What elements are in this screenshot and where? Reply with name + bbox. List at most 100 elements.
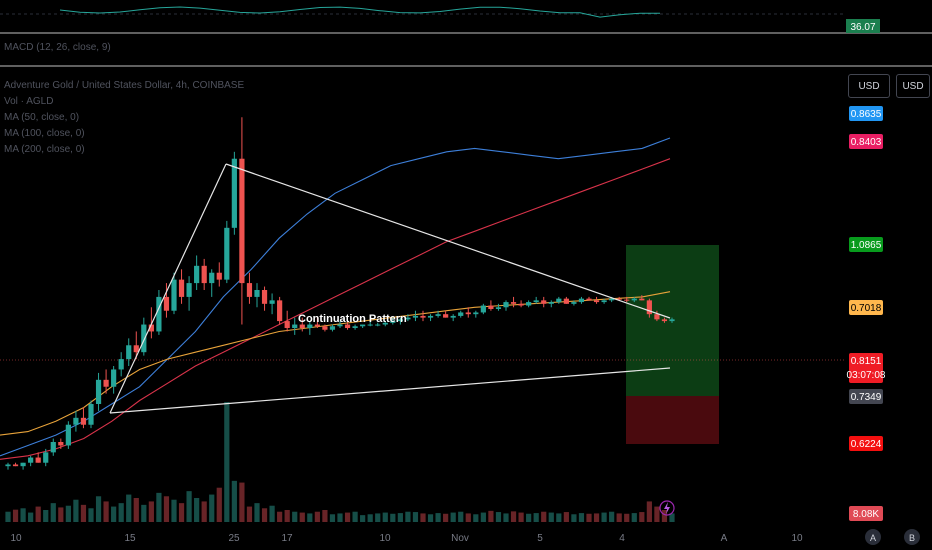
candle-body [314,324,320,327]
candle-body [624,299,630,301]
volume-bar [578,513,585,522]
x-tick-label: 4 [619,533,625,544]
volume-bar [473,514,479,522]
candle-body [141,324,147,353]
candle-body [526,302,532,306]
volume-bar [111,506,117,522]
candle-body [103,379,109,387]
candle-body [201,265,207,284]
volume-bar [639,512,645,522]
volume-bar [156,492,162,522]
volume-bar [209,494,215,522]
currency-button-1[interactable]: USD [848,74,890,98]
candle-body [352,326,358,328]
stop-zone[interactable] [626,396,719,444]
candle-body [337,324,343,327]
volume-bar [609,511,615,522]
triangle-pattern[interactable]: Continuation Pattern [109,163,671,414]
volume-bar [141,504,147,522]
candle-body [586,298,592,301]
ma200-line [0,158,671,460]
lightning-icon[interactable] [659,500,675,516]
currency-button-2[interactable]: USD [896,74,930,98]
candle-body [5,464,11,467]
scale-buttons[interactable]: A B [865,529,920,545]
volume-bar [322,510,328,522]
candle-body [360,324,366,327]
volume-bar [201,501,207,522]
x-tick-label: Nov [451,533,469,544]
volume-bar [450,512,456,522]
candle-body [427,315,434,318]
candle-body [171,279,177,311]
svg-text:0.6224: 0.6224 [851,439,882,450]
volume-bar [518,512,524,522]
volume-bar [624,513,630,522]
volume-bar [126,494,132,522]
candle-body [375,324,381,326]
macd-pane: MACD (12, 26, close, 9) [0,42,932,67]
volume-bar [163,496,170,522]
time-axis[interactable]: 10 15 25 17 10 Nov 5 4 A 10 [10,533,803,544]
candle-body [322,326,328,330]
candle-body [50,442,56,453]
x-tick-label: 10 [379,533,391,544]
volume-bar [420,513,426,522]
candle-body [450,315,456,318]
volume-bar [28,512,34,522]
volume-bar [216,487,222,522]
volume-bar [382,512,388,522]
pattern-label: Continuation Pattern [298,313,407,325]
symbol-line: Adventure Gold / United States Dollar, 4… [4,80,244,91]
candle-body [556,298,562,303]
volume-bar [427,514,434,522]
volume-bar [661,510,668,522]
svg-text:0.8635: 0.8635 [851,109,882,120]
oscillator-value-badge [846,19,880,33]
volume-bar [526,513,532,522]
candle-body [609,298,615,301]
macd-label: MACD (12, 26, close, 9) [4,42,111,53]
x-tick-label: 17 [281,533,293,544]
candle-body [571,302,577,304]
candle-body [631,298,637,301]
volume-bar [397,513,403,522]
candle-body [186,283,192,297]
volume-bar [292,511,298,522]
volume-bar [50,503,56,522]
volume-bar [35,506,41,522]
volume-bar [360,515,366,522]
entry-price-tag [849,389,883,404]
candle-body [292,324,298,328]
volume-bar [12,509,19,522]
candle-body [65,424,71,446]
candle-body [133,345,139,353]
candle-body [216,272,222,280]
ma50-price-tag [849,106,883,121]
volume-bar [299,512,305,522]
bar-countdown: 03:07:08 [847,370,886,381]
candle-body [661,319,668,322]
volume-bar [194,498,200,522]
volume-bar [5,511,11,522]
candle-body [246,283,253,297]
volume-bar [231,480,237,522]
x-tick-label: 5 [537,533,543,544]
volume-bar [43,510,49,522]
volume-bar [631,513,637,522]
candle-body [669,319,675,322]
volume-bar [337,513,343,522]
volume-bar [307,513,313,522]
candle-body [88,404,94,425]
candle-body [390,321,396,323]
stop-price-tag [849,436,883,451]
candle-body [43,452,49,463]
svg-text:0.8403: 0.8403 [851,137,882,148]
volume-bar [277,511,283,522]
ma200-legend: MA (200, close, 0) [4,144,85,155]
candle-body [646,300,652,315]
candle-body [344,324,351,328]
volume-bar [405,511,411,522]
candle-body [639,298,645,301]
